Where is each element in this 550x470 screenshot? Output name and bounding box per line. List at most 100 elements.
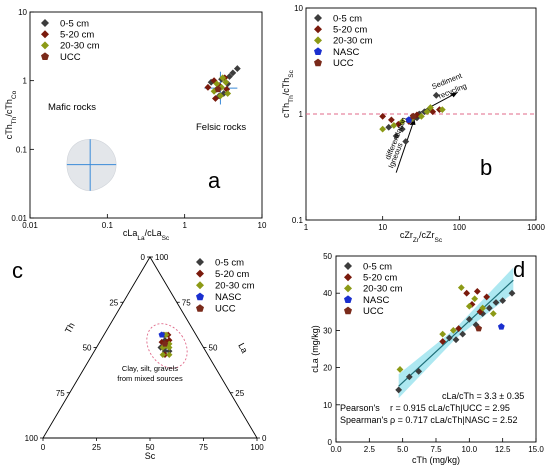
b-ytick-label-1: 1 [299,110,304,119]
b-igneous-arrow [395,118,415,173]
d-point-0-6 [465,315,473,323]
d-regression-line [398,279,514,387]
c-point-2-6 [159,351,167,358]
b-point-2-0 [379,125,387,133]
c-panel-letter: c [12,258,23,283]
d-xtick-label-1: 2.5 [364,445,376,454]
d-legend-marker-4 [344,306,352,315]
b-xlabel: cZrZr/cZrSc [400,230,443,244]
d-legend-label-0: 0-5 cm [363,261,392,272]
c-point-2-2 [159,344,167,351]
d-ylabel: cLa (mg/kg) [310,325,320,373]
a-point-0-3 [220,90,228,97]
c-legend-marker-2 [196,281,204,290]
d-legend-label-1: 5-20 cm [363,273,397,284]
d-point-2-4 [465,302,473,310]
b-xlabel-text: cZrZr/cZrSc [400,230,443,244]
d-legend-label-2: 20-30 cm [363,284,403,295]
d-ytick-label-1: 10 [323,401,332,410]
d-point-2-3 [457,284,465,292]
d-point-0-9 [485,304,493,312]
c-right-tick-label-0: 100 [155,253,169,262]
d-stat-ratio: cLa/cTh = 3.3 ± 0.35 [442,391,524,401]
b-ylabel: cThTh/cThSc [281,69,295,117]
a-point-1-0 [204,83,212,91]
c-point-2-1 [166,340,173,348]
d-point-2-5 [471,295,479,303]
c-legend-marker-1 [196,269,204,278]
b-point-2-1 [390,122,398,129]
a-point-0-6 [233,65,241,72]
b-legend-label-2: 20-30 cm [333,36,373,47]
a-legend-marker-3 [41,52,49,60]
c-right-tick-label-2: 50 [209,344,218,353]
c-right-tick-label-1: 75 [182,298,191,307]
d-point-2-2 [449,327,457,334]
a-ylabel-text: cThTh/cThCo [4,90,18,139]
c-point-2-4 [166,351,173,358]
c-legend-label-0: 0-5 cm [215,257,244,268]
b-point-0-1 [392,132,400,140]
b-xtick-label-2: 100 [453,223,467,232]
d-point-0-10 [492,299,500,306]
b-point-1-0 [379,112,387,120]
d-point-2-0 [396,366,404,373]
a-point-0-5 [229,69,237,77]
b-legend-label-0: 0-5 cm [333,13,362,24]
b-point-2-2 [398,118,406,125]
d-ytick-label-3: 30 [323,326,332,335]
b-xtick-label-0: 1 [304,223,309,232]
d-point-1-1 [455,325,463,332]
c-left-tick-label-2: 50 [83,344,92,353]
b-point-1-1 [388,116,395,124]
b-point-2-7 [438,106,446,114]
d-point-1-0 [439,338,447,345]
a-point-2-5 [219,74,227,82]
d-point-0-7 [472,321,480,329]
a-xlabel: cLaLa/cLaSc [123,228,170,242]
c-left-tick-label-3: 75 [56,389,65,398]
a-plot-frame [29,11,263,219]
c-legend-marker-4 [196,304,204,312]
d-ytick-label-2: 20 [323,364,332,373]
d-point-2-6 [479,304,487,312]
d-point-0-12 [499,297,507,305]
a-legend-marker-0 [41,19,49,27]
d-legend-marker-3 [344,295,352,303]
d-xtick-label-5: 12.5 [495,445,511,454]
b-ylabel-text: cThTh/cThSc [281,69,295,117]
d-legend-marker-2 [344,284,352,293]
c-legend-marker-0 [196,258,204,266]
d-legend-label-4: UCC [363,306,384,317]
b-point-4-0 [409,112,417,120]
a-xlabel-text: cLaLa/cLaSc [123,228,170,242]
b-point-2-6 [427,104,434,111]
d-xtick-label-0: 0.0 [330,445,342,454]
d-point-0-2 [415,367,423,375]
d-stat-pearson: r = 0.915 cLa/cTh|UCC = 2.95 [390,403,510,413]
d-xtick-label-6: 15.0 [528,445,544,454]
c-left-tick-label-1: 25 [109,298,118,307]
b-point-0-3 [402,138,410,145]
a-point-3-0 [214,85,222,93]
b-point-2-5 [423,108,431,116]
d-point-0-11 [508,289,516,297]
c-point-2-5 [162,331,170,339]
a-annotation-felsic: Felsic rocks [196,122,246,133]
a-xtick-label-1: 0.1 [102,221,114,230]
c-right-tick-label-4: 0 [262,434,267,443]
c-legend-label-3: NASC [215,292,242,303]
c-right-tick-label-3: 25 [235,389,244,398]
d-point-1-5 [483,293,491,301]
a-ytick-label-1: 0.1 [16,145,28,154]
a-legend-label-1: 5-20 cm [60,30,94,41]
a-point-2-2 [222,78,230,86]
a-point-1-4 [212,95,219,102]
d-point-0-1 [405,373,413,381]
b-legend-label-1: 5-20 cm [333,25,367,36]
b-xtick-label-1: 10 [378,223,387,232]
b-point-2-4 [417,112,425,120]
a-point-2-0 [213,80,221,88]
b-legend-marker-2 [314,36,322,45]
